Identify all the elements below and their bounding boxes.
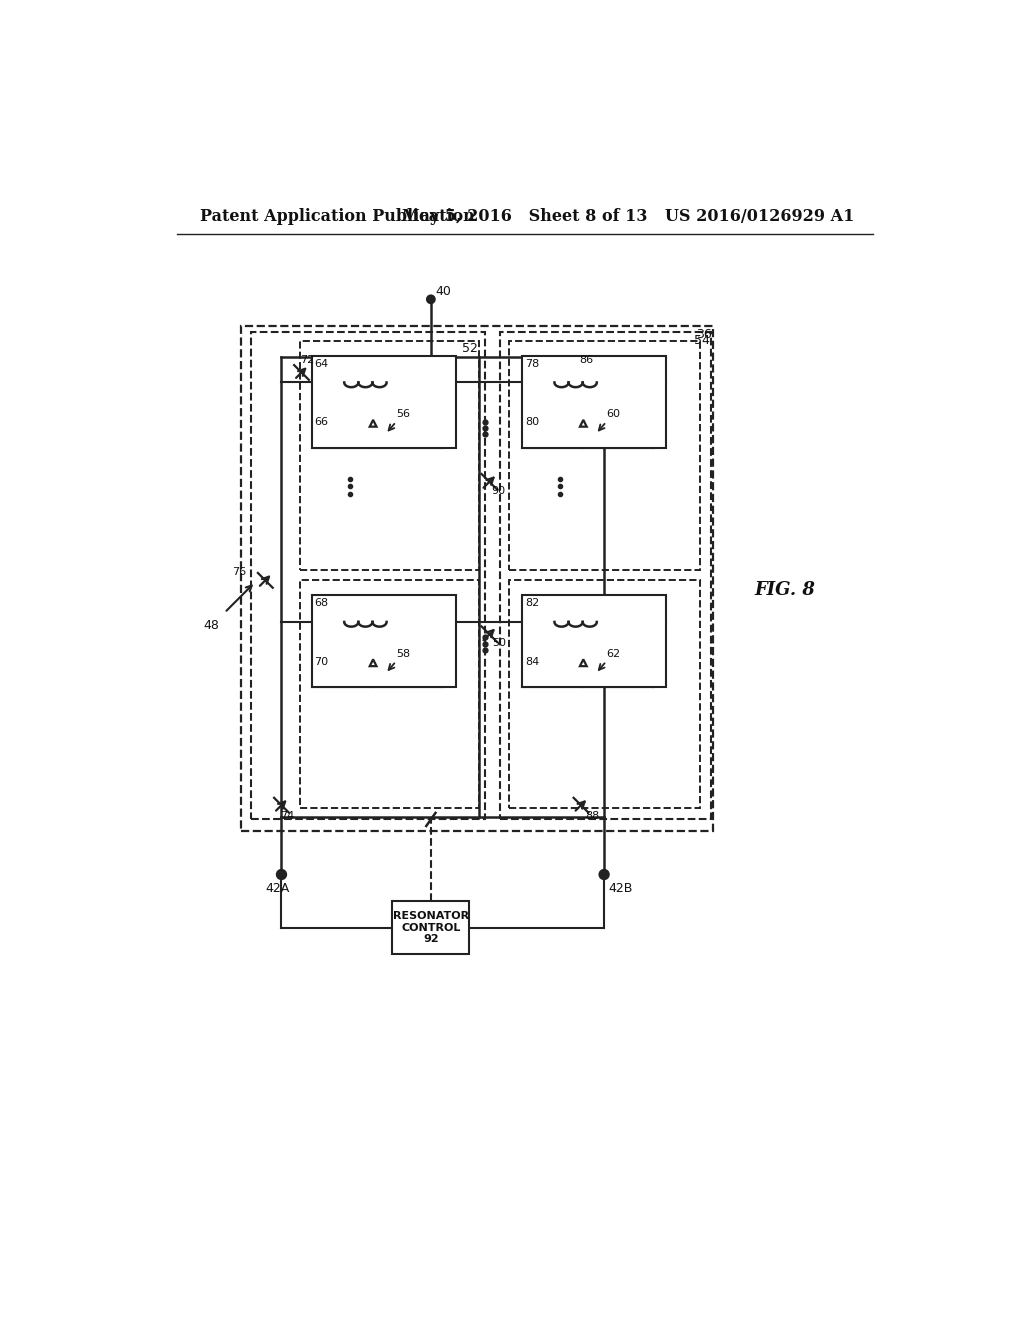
Bar	[252, 333, 484, 818]
Circle shape	[599, 870, 608, 879]
Text: RESONATOR
CONTROL
92: RESONATOR CONTROL 92	[393, 911, 469, 944]
Text: 40: 40	[435, 285, 452, 298]
Text: 52: 52	[462, 342, 478, 355]
Text: May 5, 2016   Sheet 8 of 13: May 5, 2016 Sheet 8 of 13	[402, 207, 647, 224]
Text: 88: 88	[585, 812, 599, 821]
Text: 42A: 42A	[265, 882, 290, 895]
Text: 76: 76	[231, 566, 246, 577]
Bar	[311, 595, 457, 688]
Text: 50: 50	[492, 638, 506, 648]
Bar	[311, 355, 457, 447]
Text: 48: 48	[203, 619, 219, 632]
Text: 54: 54	[693, 334, 710, 347]
Text: 80: 80	[524, 417, 539, 428]
Text: 74: 74	[280, 812, 294, 821]
Text: FIG. 8: FIG. 8	[755, 581, 815, 598]
Bar	[241, 326, 714, 832]
Text: 82: 82	[524, 598, 539, 609]
Text: 36: 36	[696, 327, 712, 341]
Bar	[392, 902, 469, 954]
Text: 72: 72	[300, 355, 314, 364]
Bar	[509, 581, 700, 808]
Text: 42B: 42B	[608, 882, 633, 895]
Text: 68: 68	[314, 598, 329, 609]
Circle shape	[276, 870, 286, 879]
Text: 78: 78	[524, 359, 539, 368]
Bar	[509, 341, 700, 570]
Text: US 2016/0126929 A1: US 2016/0126929 A1	[665, 207, 854, 224]
Text: 58: 58	[396, 649, 411, 659]
Bar	[500, 333, 711, 818]
Bar	[521, 355, 667, 447]
Text: 66: 66	[314, 417, 329, 428]
Text: 62: 62	[606, 649, 621, 659]
Text: 86: 86	[580, 355, 594, 364]
Bar	[300, 581, 479, 808]
Text: 70: 70	[314, 656, 329, 667]
Text: 56: 56	[396, 409, 411, 420]
Text: Patent Application Publication: Patent Application Publication	[200, 207, 474, 224]
Text: 84: 84	[524, 656, 539, 667]
Text: 64: 64	[314, 359, 329, 368]
Circle shape	[427, 296, 435, 304]
Text: 90: 90	[492, 486, 506, 495]
Bar	[521, 595, 667, 688]
Bar	[300, 341, 479, 570]
Text: 60: 60	[606, 409, 621, 420]
